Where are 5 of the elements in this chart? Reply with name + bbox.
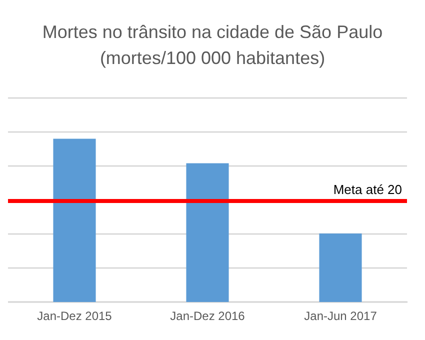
ref-line-label: Meta até 20 [333,182,402,197]
x-tick-label: Jan-Dez 2015 [37,309,112,323]
x-tick-label: Jan-Dez 2016 [170,309,246,323]
chart-title: Mortes no trânsito na cidade de São Paulo (mortes/100 000 habitantes) [42,22,383,68]
x-tick-label: Jan-Jun 2017 [304,309,378,323]
